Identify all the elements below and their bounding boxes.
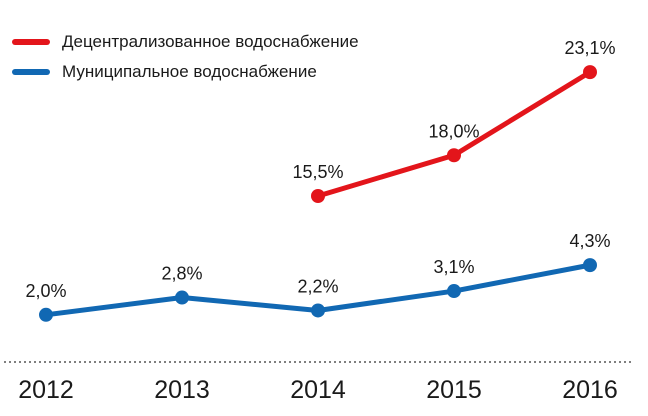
data-label: 18,0% (428, 121, 479, 141)
data-point (447, 284, 461, 299)
legend-item-municipal: Муниципальное водоснабжение (12, 57, 359, 87)
legend-item-decentralized: Децентрализованное водоснабжение (12, 27, 359, 57)
data-point (39, 307, 53, 322)
data-point (447, 148, 461, 163)
x-tick-label: 2012 (18, 376, 74, 404)
legend-swatch-decentralized (12, 39, 50, 45)
legend-swatch-municipal (12, 69, 50, 75)
data-point (311, 189, 325, 203)
data-point (583, 258, 597, 273)
data-label: 2,8% (161, 264, 202, 284)
data-point (311, 303, 325, 318)
data-point (583, 65, 597, 80)
legend-label-municipal: Муниципальное водоснабжение (62, 62, 317, 81)
legend: Децентрализованное водоснабжение Муницип… (12, 27, 359, 87)
data-label: 2,2% (297, 276, 338, 296)
x-tick-label: 2013 (154, 376, 210, 404)
data-label: 4,3% (569, 231, 610, 251)
data-label: 2,0% (25, 281, 66, 301)
data-label: 3,1% (433, 257, 474, 277)
data-label: 15,5% (292, 162, 343, 182)
x-tick-label: 2016 (562, 376, 618, 404)
x-tick-label: 2015 (426, 376, 482, 404)
legend-label-decentralized: Децентрализованное водоснабжение (62, 32, 359, 51)
x-tick-label: 2014 (290, 376, 346, 404)
data-label: 23,1% (564, 38, 615, 58)
data-point (175, 290, 189, 305)
